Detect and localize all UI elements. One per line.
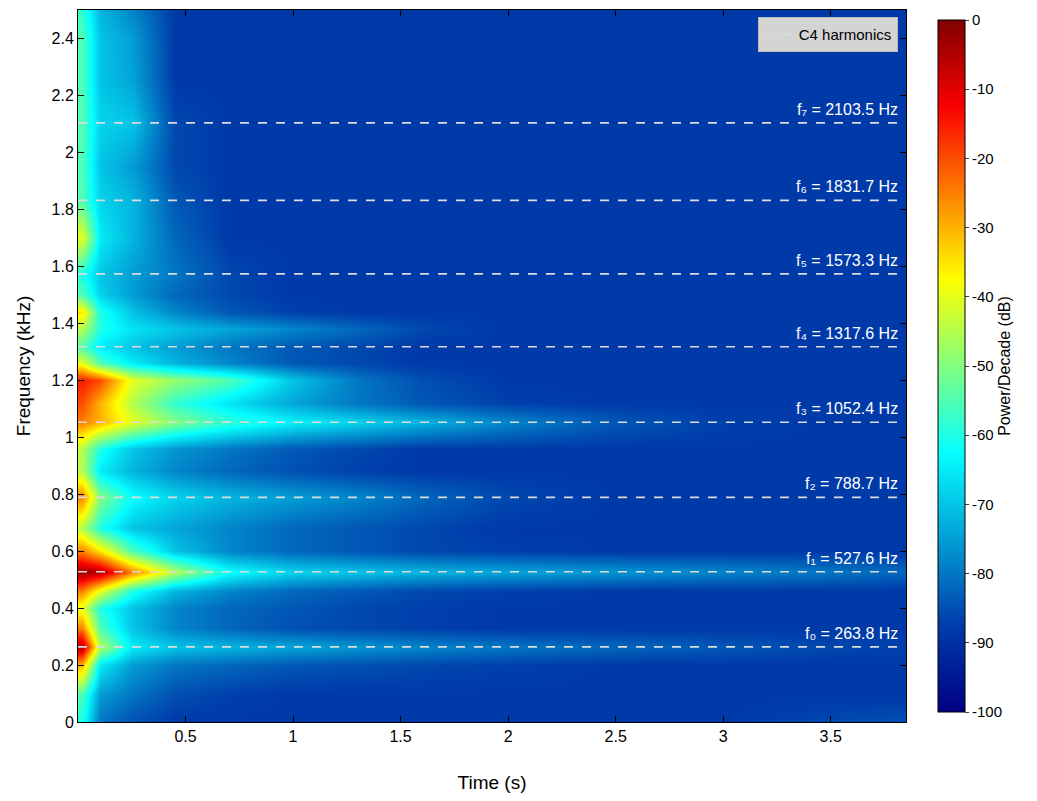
svg-text:C4 harmonics: C4 harmonics	[799, 26, 892, 43]
svg-text:Power/Decade (dB): Power/Decade (dB)	[996, 296, 1013, 436]
svg-text:2.5: 2.5	[605, 728, 627, 745]
svg-text:0: 0	[972, 11, 980, 28]
svg-text:-60: -60	[972, 426, 994, 443]
svg-text:f₀ = 263.8 Hz: f₀ = 263.8 Hz	[805, 625, 898, 642]
svg-text:f₇ = 2103.5 Hz: f₇ = 2103.5 Hz	[797, 101, 898, 118]
svg-text:2.4: 2.4	[52, 30, 74, 47]
svg-text:-50: -50	[972, 357, 994, 374]
svg-text:-10: -10	[972, 80, 994, 97]
svg-text:3.5: 3.5	[820, 728, 842, 745]
svg-text:0: 0	[65, 714, 74, 731]
svg-text:-70: -70	[972, 496, 994, 513]
svg-text:Time (s): Time (s)	[458, 772, 527, 793]
svg-text:f₂ = 788.7 Hz: f₂ = 788.7 Hz	[805, 475, 898, 492]
svg-text:1.2: 1.2	[52, 372, 74, 389]
svg-text:1.5: 1.5	[389, 728, 411, 745]
svg-text:2: 2	[504, 728, 513, 745]
svg-text:1.6: 1.6	[52, 258, 74, 275]
svg-text:0.5: 0.5	[174, 728, 196, 745]
svg-text:0.2: 0.2	[52, 657, 74, 674]
svg-text:f₁ = 527.6 Hz: f₁ = 527.6 Hz	[806, 550, 898, 567]
svg-text:3: 3	[719, 728, 728, 745]
svg-text:-100: -100	[972, 703, 1002, 720]
svg-text:f₃ = 1052.4 Hz: f₃ = 1052.4 Hz	[796, 400, 898, 417]
svg-text:2.2: 2.2	[52, 87, 74, 104]
svg-text:-80: -80	[972, 565, 994, 582]
svg-text:Frequency (kHz): Frequency (kHz)	[13, 296, 34, 436]
svg-text:0.8: 0.8	[52, 486, 74, 503]
svg-text:0.6: 0.6	[52, 543, 74, 560]
svg-text:f₅ = 1573.3 Hz: f₅ = 1573.3 Hz	[796, 252, 898, 269]
svg-text:-40: -40	[972, 288, 994, 305]
svg-text:f₆ = 1831.7 Hz: f₆ = 1831.7 Hz	[796, 178, 898, 195]
svg-text:2: 2	[65, 144, 74, 161]
svg-text:1.8: 1.8	[52, 201, 74, 218]
svg-text:-90: -90	[972, 634, 994, 651]
svg-text:1: 1	[65, 429, 74, 446]
svg-text:-30: -30	[972, 219, 994, 236]
svg-text:1: 1	[289, 728, 298, 745]
svg-text:-20: -20	[972, 150, 994, 167]
svg-text:0.4: 0.4	[52, 600, 74, 617]
svg-text:f₄ = 1317.6 Hz: f₄ = 1317.6 Hz	[796, 325, 898, 342]
svg-text:1.4: 1.4	[52, 315, 74, 332]
